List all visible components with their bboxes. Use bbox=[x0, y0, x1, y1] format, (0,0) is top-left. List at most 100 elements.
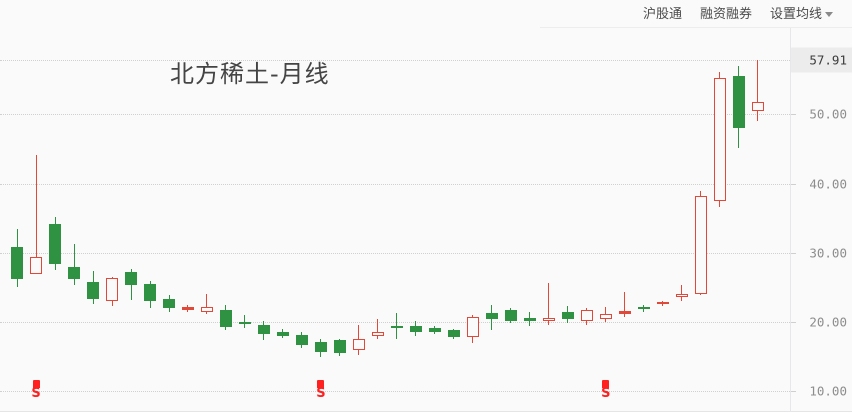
marker-label: S bbox=[316, 386, 326, 401]
candlestick bbox=[334, 28, 346, 412]
candlestick bbox=[315, 28, 327, 412]
candlestick bbox=[163, 28, 175, 412]
candle-body bbox=[372, 331, 384, 336]
chart-plot-area[interactable]: SSSS bbox=[0, 28, 790, 412]
candle-body bbox=[68, 267, 80, 280]
candlestick bbox=[618, 28, 631, 412]
candlestick bbox=[504, 28, 517, 412]
candle-body bbox=[11, 247, 23, 280]
y-axis-label: 50.00 bbox=[809, 106, 847, 122]
toolbar-item-margin-trading[interactable]: 融资融券 bbox=[691, 2, 761, 26]
candlestick bbox=[599, 28, 612, 412]
candle-body bbox=[561, 311, 574, 319]
candlestick bbox=[296, 28, 308, 412]
gridline-20-00 bbox=[0, 322, 790, 324]
candlestick bbox=[258, 28, 270, 412]
candle-body bbox=[277, 331, 289, 336]
toolbar-item-hugutong-label: 沪股通 bbox=[642, 5, 682, 21]
candle-wick bbox=[396, 313, 398, 339]
marker-label: S bbox=[601, 386, 611, 401]
y-axis-label: 10.00 bbox=[809, 383, 847, 399]
gridline-57-91 bbox=[0, 59, 790, 61]
y-axis-label: 20.00 bbox=[809, 314, 847, 330]
candle-wick bbox=[377, 318, 379, 339]
dividend-event-marker[interactable]: S bbox=[599, 380, 613, 400]
gridline-30-00 bbox=[0, 252, 790, 254]
candlestick bbox=[523, 28, 536, 412]
candle-body bbox=[125, 272, 137, 285]
candlestick bbox=[713, 28, 726, 412]
candlestick bbox=[391, 28, 403, 412]
candlestick bbox=[561, 28, 574, 412]
candle-body bbox=[182, 307, 194, 310]
candle-body bbox=[239, 321, 251, 325]
candle-body bbox=[296, 334, 308, 345]
candlestick bbox=[751, 28, 764, 412]
gridline-10-00 bbox=[0, 391, 790, 393]
candlestick bbox=[11, 28, 23, 412]
candle-body bbox=[504, 310, 517, 321]
candle-body bbox=[523, 318, 536, 321]
candlestick bbox=[580, 28, 593, 412]
dividend-event-marker[interactable]: S bbox=[29, 380, 43, 400]
candle-wick bbox=[73, 243, 75, 285]
marker-cap-icon bbox=[602, 380, 610, 388]
candle-body bbox=[87, 281, 99, 300]
candlestick bbox=[466, 28, 479, 412]
candle-body bbox=[694, 196, 707, 295]
candle-body bbox=[656, 301, 669, 305]
candlestick bbox=[485, 28, 498, 412]
y-tick-mark bbox=[791, 114, 796, 116]
candle-wick bbox=[548, 283, 550, 325]
candle-wick bbox=[206, 293, 208, 314]
candlestick bbox=[125, 28, 137, 412]
candlestick bbox=[410, 28, 422, 412]
candle-body bbox=[144, 284, 156, 301]
y-axis: 57.91 50.00 40.00 30.00 20.00 10.00 bbox=[790, 28, 852, 412]
gridline-40-00 bbox=[0, 183, 790, 185]
candlestick bbox=[428, 28, 441, 412]
candle-body bbox=[391, 325, 403, 329]
candle-body bbox=[542, 317, 555, 321]
candle-wick bbox=[130, 269, 132, 300]
y-tick-mark bbox=[791, 391, 796, 393]
candle-body bbox=[353, 339, 365, 350]
candle-body bbox=[466, 316, 479, 337]
y-tick-mark bbox=[791, 183, 796, 185]
candle-body bbox=[30, 257, 42, 274]
marker-cap-icon bbox=[317, 380, 325, 388]
candlestick bbox=[182, 28, 194, 412]
candle-body bbox=[428, 328, 441, 332]
candlestick bbox=[447, 28, 460, 412]
candlestick bbox=[68, 28, 80, 412]
candle-body bbox=[49, 223, 61, 264]
candlestick bbox=[106, 28, 118, 412]
candle-wick bbox=[35, 155, 37, 270]
candlestick bbox=[353, 28, 365, 412]
toolbar-item-set-ma[interactable]: 设置均线 bbox=[761, 2, 842, 26]
candlestick bbox=[220, 28, 232, 412]
toolbar-item-hugutong[interactable]: 沪股通 bbox=[634, 2, 691, 26]
candle-body bbox=[675, 293, 688, 298]
candlestick bbox=[30, 28, 42, 412]
candle-wick bbox=[244, 315, 246, 329]
candlestick bbox=[542, 28, 555, 412]
candlestick bbox=[201, 28, 213, 412]
candle-body bbox=[713, 77, 726, 201]
candle-body bbox=[106, 278, 118, 302]
candlestick bbox=[656, 28, 669, 412]
y-tick-mark bbox=[791, 322, 796, 324]
candle-wick bbox=[757, 59, 759, 122]
candle-body bbox=[220, 309, 232, 327]
marker-label: S bbox=[31, 386, 41, 401]
candlestick bbox=[637, 28, 650, 412]
candlestick bbox=[372, 28, 384, 412]
candlestick bbox=[694, 28, 707, 412]
marker-cap-icon bbox=[32, 380, 40, 388]
dividend-event-marker[interactable]: S bbox=[314, 380, 328, 400]
chart-title: 北方稀土-月线 bbox=[170, 60, 330, 88]
candle-body bbox=[163, 298, 175, 309]
toolbar-item-set-ma-label: 设置均线 bbox=[769, 5, 822, 21]
candlestick bbox=[49, 28, 61, 412]
y-axis-label: 30.00 bbox=[809, 245, 847, 261]
